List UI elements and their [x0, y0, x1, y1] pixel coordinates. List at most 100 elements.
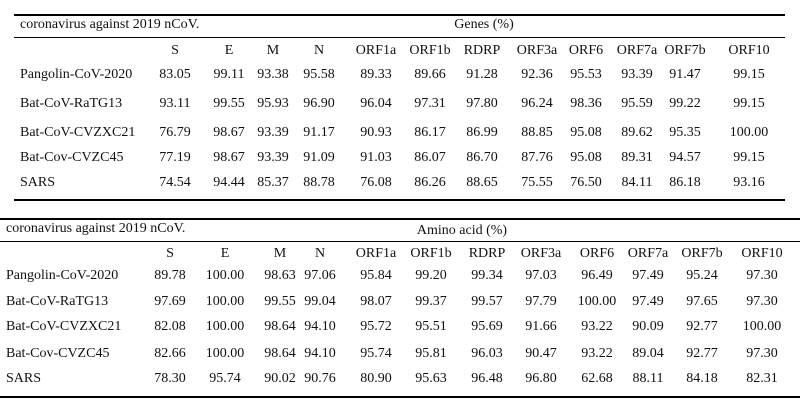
table-cell: 99.15 — [733, 67, 765, 82]
table-cell: 86.18 — [669, 175, 701, 190]
row-label: Bat-CoV-CVZXC21 — [6, 319, 122, 334]
table-rule — [14, 37, 785, 38]
table-cell: 97.65 — [686, 294, 718, 309]
table-cell: 95.69 — [471, 319, 503, 334]
table-cell: 95.74 — [360, 346, 392, 361]
corner-label: coronavirus against 2019 nCoV. — [6, 221, 186, 236]
table-rule — [0, 218, 800, 220]
table-cell: 97.06 — [304, 268, 336, 283]
table-cell: 95.63 — [415, 371, 447, 386]
table-cell: 98.67 — [213, 150, 245, 165]
row-label: Bat-CoV-RaTG13 — [20, 96, 123, 111]
table-cell: 99.34 — [471, 268, 503, 283]
column-header: ORF7a — [616, 43, 658, 58]
table-cell: 92.36 — [521, 67, 553, 82]
table-cell: 94.57 — [669, 150, 701, 165]
table-cell: 98.36 — [570, 96, 602, 111]
table-cell: 95.84 — [360, 268, 392, 283]
table-cell: 87.76 — [521, 150, 553, 165]
table-cell: 99.11 — [213, 67, 245, 82]
table-cell: 99.15 — [733, 150, 765, 165]
table-cell: 76.50 — [570, 175, 602, 190]
table-cell: 89.04 — [632, 346, 664, 361]
table-cell: 95.24 — [686, 268, 718, 283]
table-cell: 93.22 — [581, 346, 613, 361]
column-header: S — [166, 246, 174, 261]
table-cell: 89.78 — [154, 268, 186, 283]
column-header: S — [171, 43, 179, 58]
table-cell: 98.67 — [213, 125, 245, 140]
table-cell: 89.33 — [360, 67, 392, 82]
table-cell: 92.77 — [686, 319, 718, 334]
table-cell: 95.81 — [415, 346, 447, 361]
column-header: ORF10 — [741, 246, 783, 261]
table-cell: 76.08 — [360, 175, 392, 190]
table-rule — [0, 396, 800, 398]
row-label: Pangolin-CoV-2020 — [6, 268, 119, 283]
table-cell: 96.04 — [360, 96, 392, 111]
table-cell: 82.66 — [154, 346, 186, 361]
corner-label: coronavirus against 2019 nCoV. — [20, 17, 200, 32]
table-cell: 95.35 — [669, 125, 701, 140]
column-header: E — [224, 43, 234, 58]
table-cell: 97.03 — [525, 268, 557, 283]
table-cell: 89.62 — [621, 125, 653, 140]
table-cell: 90.47 — [525, 346, 557, 361]
table-cell: 86.26 — [414, 175, 446, 190]
table-cell: 96.49 — [581, 268, 613, 283]
column-header: ORF7a — [627, 246, 669, 261]
table-cell: 97.69 — [154, 294, 186, 309]
table-cell: 97.30 — [746, 268, 778, 283]
column-header: ORF10 — [728, 43, 770, 58]
table-cell: 95.51 — [415, 319, 447, 334]
table-cell: 97.49 — [632, 294, 664, 309]
table-cell: 82.08 — [154, 319, 186, 334]
column-header: ORF1a — [355, 43, 397, 58]
column-header: M — [273, 246, 287, 261]
table-cell: 89.31 — [621, 150, 653, 165]
table-cell: 96.90 — [303, 96, 335, 111]
table-cell: 77.19 — [159, 150, 191, 165]
row-label: Bat-CoV-CVZXC21 — [20, 125, 136, 140]
table-cell: 75.55 — [521, 175, 553, 190]
table-cell: 95.08 — [570, 125, 602, 140]
table-cell: 99.37 — [415, 294, 447, 309]
table-cell: 91.47 — [669, 67, 701, 82]
column-header: ORF6 — [568, 43, 604, 58]
column-header: RDRP — [468, 246, 506, 261]
table-cell: 89.66 — [414, 67, 446, 82]
table-cell: 92.77 — [686, 346, 718, 361]
table-cell: 95.93 — [257, 96, 289, 111]
table-cell: 99.22 — [669, 96, 701, 111]
table-cell: 88.85 — [521, 125, 553, 140]
table-cell: 97.80 — [466, 96, 498, 111]
table-cell: 90.09 — [632, 319, 664, 334]
table-cell: 99.15 — [733, 96, 765, 111]
column-header: RDRP — [463, 43, 501, 58]
table-cell: 94.44 — [213, 175, 245, 190]
table-cell: 76.79 — [159, 125, 191, 140]
table-cell: 86.70 — [466, 150, 498, 165]
table-cell: 95.74 — [209, 371, 241, 386]
table-cell: 91.66 — [525, 319, 557, 334]
table-cell: 97.31 — [414, 96, 446, 111]
table-cell: 93.16 — [733, 175, 765, 190]
row-label: SARS — [20, 175, 56, 190]
table-cell: 98.64 — [264, 319, 296, 334]
table-rule — [14, 14, 785, 16]
group-title: Genes (%) — [454, 17, 514, 32]
table-cell: 93.22 — [581, 319, 613, 334]
table-cell: 98.64 — [264, 346, 296, 361]
table-cell: 74.54 — [159, 175, 191, 190]
column-header: ORF6 — [579, 246, 615, 261]
table-cell: 96.24 — [521, 96, 553, 111]
table-cell: 82.31 — [746, 371, 778, 386]
table-cell: 98.63 — [264, 268, 296, 283]
row-label: Bat-CoV-RaTG13 — [6, 294, 109, 309]
table-cell: 100.00 — [577, 294, 617, 309]
row-label: Bat-Cov-CVZC45 — [20, 150, 124, 165]
table-cell: 86.17 — [414, 125, 446, 140]
column-header: M — [266, 43, 280, 58]
table-cell: 96.48 — [471, 371, 503, 386]
table-cell: 86.07 — [414, 150, 446, 165]
